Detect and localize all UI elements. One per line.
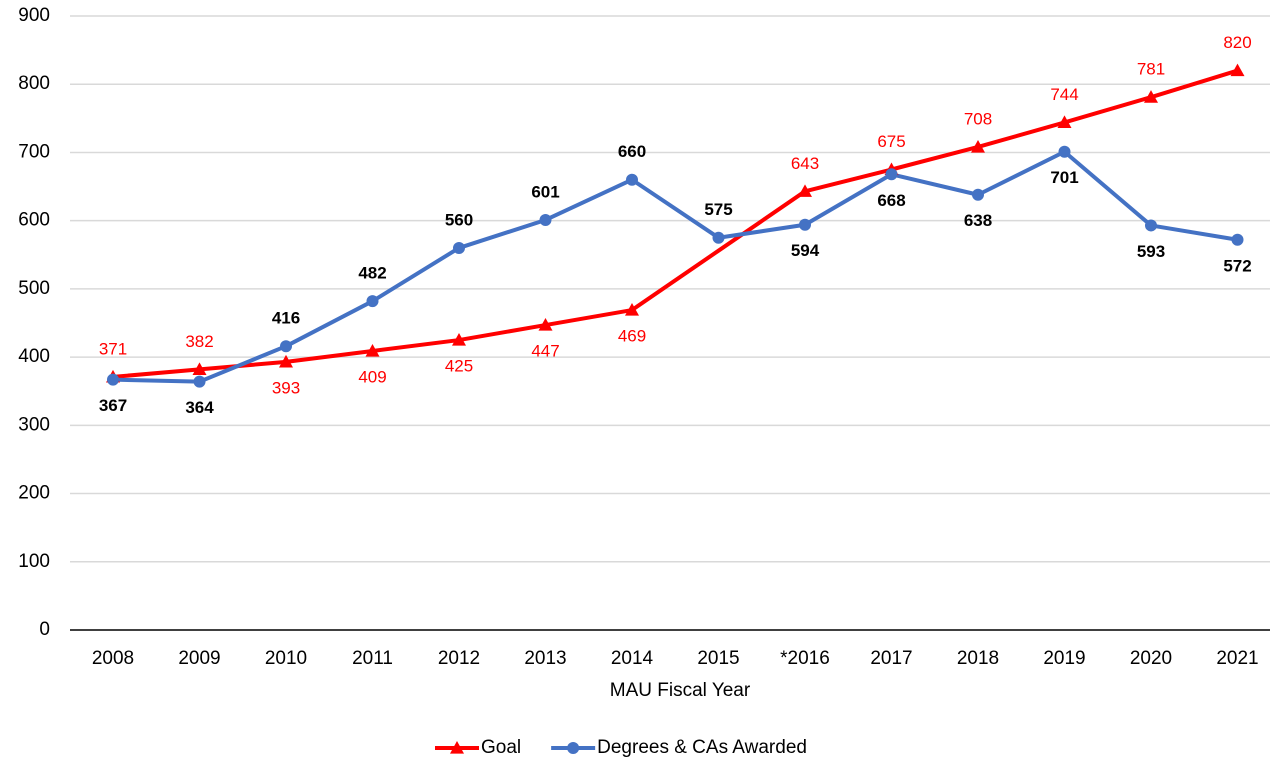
data-label: 367 — [99, 396, 127, 415]
marker — [1057, 115, 1072, 129]
data-label: 638 — [964, 211, 992, 230]
y-tick-label: 400 — [18, 346, 50, 367]
marker — [1231, 233, 1244, 246]
x-tick-label: 2008 — [92, 648, 134, 669]
data-label: 708 — [964, 109, 992, 128]
marker — [626, 173, 638, 186]
marker — [539, 213, 552, 226]
y-tick-label: 300 — [18, 414, 50, 435]
marker — [453, 241, 465, 254]
data-label: 701 — [1050, 168, 1078, 187]
x-tick-label: 2012 — [438, 648, 480, 669]
data-label: 675 — [877, 132, 905, 151]
marker — [1058, 145, 1071, 158]
data-label: 781 — [1137, 60, 1165, 79]
x-tick-label: 2011 — [352, 648, 393, 669]
marker — [798, 184, 812, 197]
y-tick-label: 500 — [18, 278, 50, 299]
data-label: 364 — [185, 398, 214, 417]
marker — [452, 333, 466, 346]
data-label: 594 — [791, 241, 820, 260]
data-label: 425 — [445, 357, 473, 376]
y-tick-label: 100 — [18, 551, 50, 572]
data-label: 482 — [358, 264, 386, 283]
data-label: 643 — [791, 154, 819, 173]
data-label: 668 — [877, 191, 905, 210]
y-tick-label: 200 — [18, 483, 50, 504]
legend-label: Degrees & CAs Awarded — [597, 737, 807, 758]
marker — [1144, 90, 1158, 103]
marker — [712, 231, 725, 244]
y-tick-label: 800 — [18, 73, 50, 94]
marker — [538, 318, 553, 331]
marker — [279, 354, 293, 368]
data-label: 416 — [272, 309, 300, 328]
marker — [799, 218, 811, 231]
data-label: 572 — [1223, 256, 1251, 275]
series-line — [112, 149, 1238, 384]
marker — [192, 362, 207, 375]
data-label: 371 — [99, 339, 127, 358]
x-tick-label: 2014 — [611, 648, 654, 669]
data-label: 575 — [704, 200, 732, 219]
y-tick-label: 0 — [39, 619, 50, 640]
data-label: 409 — [358, 367, 386, 386]
data-label: 382 — [185, 332, 213, 351]
x-axis-title: MAU Fiscal Year — [610, 680, 751, 701]
x-tick-label: 2010 — [265, 648, 307, 669]
data-label: 593 — [1137, 242, 1165, 261]
data-label: 660 — [618, 142, 646, 161]
data-label: 447 — [531, 342, 559, 361]
data-label: 393 — [272, 378, 300, 397]
x-tick-label: 2019 — [1043, 648, 1085, 669]
marker — [107, 373, 119, 386]
marker — [366, 295, 379, 308]
x-tick-label: 2018 — [957, 648, 999, 669]
marker — [1145, 219, 1157, 232]
x-tick-label: 2015 — [697, 648, 739, 669]
data-label: 469 — [618, 327, 646, 346]
data-label: 601 — [531, 182, 559, 201]
marker — [365, 343, 380, 357]
x-tick-label: 2021 — [1216, 648, 1258, 669]
marker — [193, 375, 206, 388]
marker — [885, 168, 898, 181]
legend-label: Goal — [481, 737, 521, 758]
legend-marker — [450, 741, 464, 754]
y-tick-label: 900 — [18, 5, 50, 26]
x-tick-label: 2013 — [524, 648, 566, 669]
marker — [1230, 63, 1245, 77]
y-tick-label: 600 — [18, 210, 50, 231]
x-tick-label: 2009 — [178, 648, 220, 669]
legend-marker — [567, 742, 580, 754]
data-label: 744 — [1050, 85, 1078, 104]
x-tick-label: 2020 — [1130, 648, 1172, 669]
marker — [625, 303, 639, 316]
x-tick-label: 2017 — [870, 648, 912, 669]
marker — [971, 139, 985, 153]
series-line — [112, 68, 1239, 379]
marker — [280, 340, 292, 353]
data-label: 820 — [1223, 33, 1251, 52]
marker — [972, 188, 984, 201]
x-tick-label: *2016 — [780, 648, 830, 669]
data-label: 560 — [445, 210, 473, 229]
y-tick-label: 700 — [18, 141, 50, 162]
